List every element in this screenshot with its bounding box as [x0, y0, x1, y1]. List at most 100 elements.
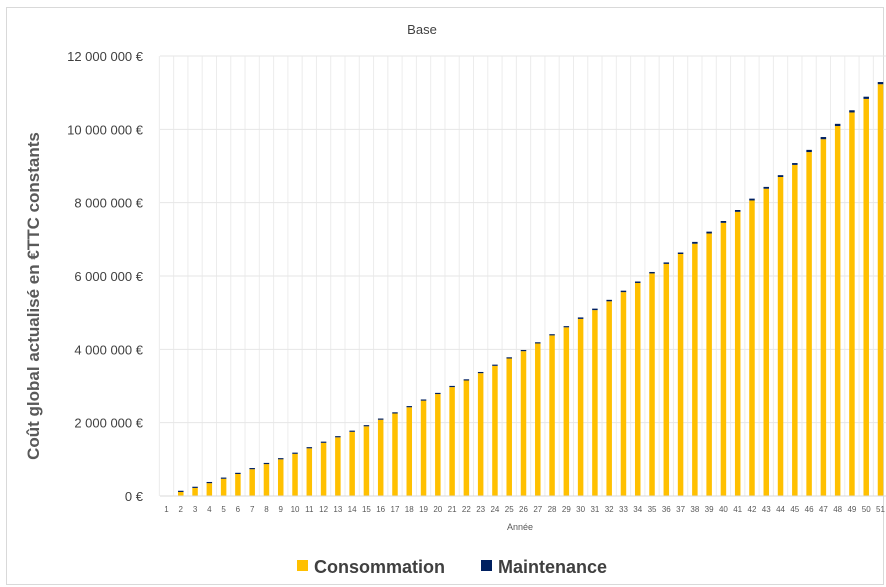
bar-maintenance-23	[477, 371, 484, 374]
bar-maintenance-28	[549, 334, 555, 336]
bar-consommation-33	[620, 292, 627, 496]
bar-consommation-42	[749, 200, 755, 496]
x-tick-label: 21	[448, 505, 457, 514]
x-tick-label: 9	[279, 505, 284, 514]
y-tick-label: 10 000 000 €	[67, 122, 144, 137]
bar-consommation-39	[706, 233, 712, 496]
bar-maintenance-41	[734, 210, 741, 212]
bar-maintenance-15	[363, 425, 370, 427]
bar-maintenance-10	[292, 452, 298, 454]
bar-consommation-25	[506, 358, 512, 496]
bar-consommation-48	[834, 126, 841, 497]
bar-consommation-49	[849, 112, 855, 496]
bar-maintenance-46	[806, 149, 812, 153]
bar-consommation-37	[677, 254, 684, 496]
x-tick-label: 30	[576, 505, 585, 514]
bar-maintenance-9	[277, 458, 284, 460]
bar-maintenance-4	[206, 481, 213, 484]
x-tick-label: 23	[476, 505, 485, 514]
bar-consommation-51	[877, 84, 884, 496]
bar-maintenance-29	[563, 326, 570, 328]
bar-maintenance-48	[834, 123, 841, 127]
bar-maintenance-2	[178, 490, 184, 492]
legend-swatch-maintenance	[481, 560, 492, 571]
bar-consommation-41	[734, 211, 741, 497]
bar-consommation-8	[263, 464, 270, 496]
y-tick-label: 12 000 000 €	[67, 49, 144, 64]
bar-maintenance-8	[263, 462, 270, 465]
y-tick-label: 8 000 000 €	[74, 196, 143, 211]
x-tick-label: 29	[562, 505, 571, 514]
x-tick-label: 22	[462, 505, 471, 514]
bar-maintenance-16	[377, 418, 384, 420]
x-tick-label: 35	[648, 505, 657, 514]
x-tick-label: 8	[264, 505, 269, 514]
bar-consommation-11	[306, 448, 313, 496]
bar-maintenance-19	[420, 399, 427, 401]
legend-label-consommation: Consommation	[314, 557, 445, 577]
x-tick-label: 2	[179, 505, 184, 514]
y-tick-label: 0 €	[125, 489, 144, 504]
bar-maintenance-37	[677, 252, 684, 254]
bar-consommation-50	[863, 98, 869, 497]
x-tick-label: 31	[590, 505, 599, 514]
bar-maintenance-25	[506, 357, 512, 359]
x-tick-label: 51	[876, 505, 885, 514]
bar-maintenance-34	[634, 281, 641, 283]
bar-consommation-26	[520, 351, 527, 496]
x-tick-label: 34	[633, 505, 642, 514]
bar-consommation-14	[349, 431, 355, 496]
x-tick-label: 33	[619, 505, 628, 514]
x-tick-label: 24	[490, 505, 499, 514]
bar-maintenance-12	[320, 441, 327, 443]
bar-consommation-40	[720, 222, 727, 497]
y-tick-label: 2 000 000 €	[74, 416, 143, 431]
x-tick-label: 48	[833, 505, 842, 514]
bar-maintenance-24	[492, 364, 498, 366]
x-tick-label: 12	[319, 505, 328, 514]
y-axis-ticks: 0 € 2 000 000 € 4 000 000 € 6 000 000 € 8 00…	[67, 49, 144, 504]
x-tick-label: 43	[762, 505, 771, 514]
bar-maintenance-21	[449, 385, 455, 388]
x-tick-label: 1	[164, 505, 169, 514]
bar-maintenance-22	[463, 379, 470, 381]
bar-consommation-16	[377, 419, 384, 496]
bar-consommation-47	[820, 139, 827, 496]
bar-consommation-17	[392, 413, 398, 496]
y-tick-label: 4 000 000 €	[74, 342, 143, 357]
bar-maintenance-51	[877, 82, 884, 85]
x-tick-label: 4	[207, 505, 212, 514]
bar-maintenance-40	[720, 221, 727, 223]
bar-consommation-45	[792, 164, 798, 496]
bar-consommation-3	[192, 487, 198, 496]
bar-maintenance-33	[620, 290, 627, 293]
bar-maintenance-43	[763, 186, 770, 189]
bar-maintenance-44	[777, 175, 784, 177]
bar-maintenance-13	[335, 436, 341, 438]
bar-maintenance-20	[435, 392, 441, 395]
x-tick-label: 41	[733, 505, 742, 514]
x-tick-label: 45	[790, 505, 799, 514]
x-tick-label: 11	[305, 505, 314, 514]
x-tick-label: 46	[805, 505, 814, 514]
x-tick-label: 10	[291, 505, 300, 514]
bar-maintenance-30	[577, 317, 584, 319]
x-tick-label: 5	[221, 505, 226, 514]
x-tick-label: 19	[419, 505, 428, 514]
bar-maintenance-18	[406, 406, 413, 408]
x-tick-label: 42	[748, 505, 757, 514]
bar-maintenance-49	[849, 110, 855, 113]
x-tick-label: 13	[333, 505, 342, 514]
bar-maintenance-5	[220, 477, 227, 479]
bar-maintenance-3	[192, 486, 198, 488]
x-tick-label: 32	[605, 505, 614, 514]
bar-consommation-36	[663, 263, 670, 496]
bar-consommation-46	[806, 152, 812, 497]
bar-consommation-20	[435, 394, 441, 496]
bar-consommation-21	[449, 387, 455, 496]
bar-consommation-28	[549, 335, 555, 496]
bar-consommation-6	[235, 474, 241, 496]
bar-consommation-31	[592, 310, 598, 496]
x-tick-label: 20	[433, 505, 442, 514]
